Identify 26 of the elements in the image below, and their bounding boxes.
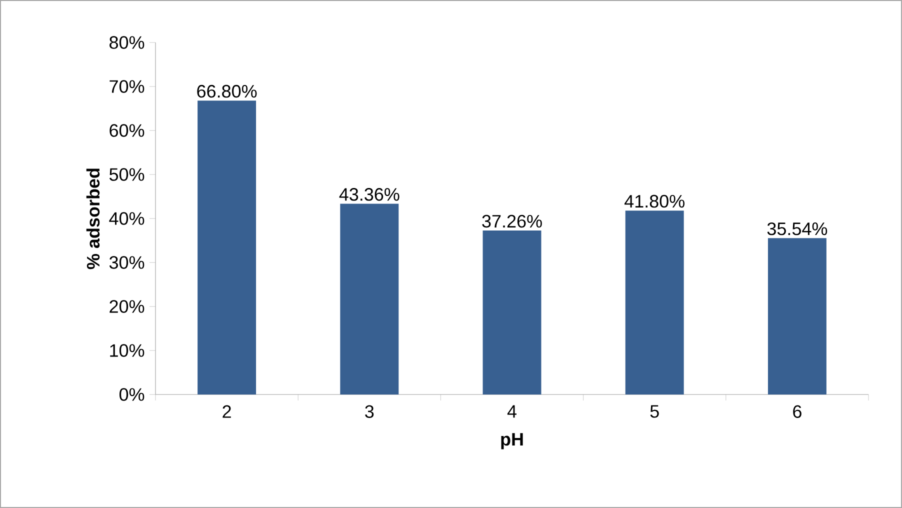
data-label: 41.80% [624,194,684,208]
x-tick-label: 6 [793,405,802,418]
x-tick-label: 4 [507,405,516,418]
bar [198,100,256,394]
y-tick-label: 20% [110,300,144,313]
x-axis-title: pH [501,433,523,450]
bar [625,210,684,394]
y-axis-title: % adsorbed [86,168,100,270]
data-label: 37.26% [482,214,542,228]
y-tick-label: 80% [110,36,144,49]
y-tick-label: 0% [119,388,144,401]
y-tick-label: 50% [109,168,144,181]
y-tick-label: 70% [110,80,144,93]
bar [340,204,399,394]
y-tick-label: 30% [109,256,144,269]
x-tick-label: 5 [650,405,659,418]
y-tick-label: 60% [110,124,144,137]
bar [768,238,826,394]
y-tick-label: 10% [110,344,144,357]
data-label: 35.54% [767,222,828,236]
data-label: 43.36% [339,188,400,201]
y-tick-label: 40% [109,212,144,225]
data-label: 66.80% [197,84,257,98]
x-tick-label: 3 [365,405,374,418]
bar [482,230,542,394]
x-tick-label: 2 [222,405,231,418]
